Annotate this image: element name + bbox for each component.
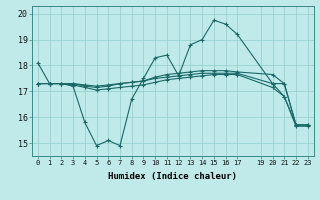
X-axis label: Humidex (Indice chaleur): Humidex (Indice chaleur) [108, 172, 237, 181]
